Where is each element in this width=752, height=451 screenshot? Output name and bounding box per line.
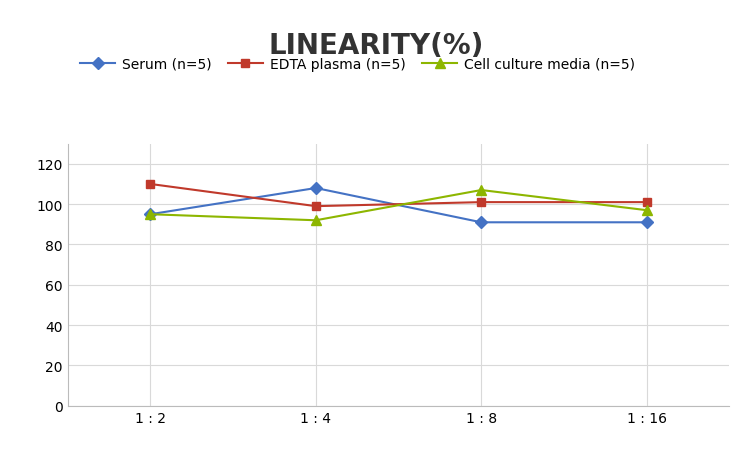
Serum (n=5) bbox=[311, 186, 320, 191]
EDTA plasma (n=5) bbox=[146, 182, 155, 187]
Cell culture media (n=5) bbox=[642, 208, 651, 213]
Serum (n=5) bbox=[642, 220, 651, 226]
EDTA plasma (n=5) bbox=[642, 200, 651, 205]
EDTA plasma (n=5) bbox=[477, 200, 486, 205]
Legend: Serum (n=5), EDTA plasma (n=5), Cell culture media (n=5): Serum (n=5), EDTA plasma (n=5), Cell cul… bbox=[74, 52, 641, 77]
Cell culture media (n=5) bbox=[477, 188, 486, 193]
Cell culture media (n=5) bbox=[146, 212, 155, 217]
Line: Cell culture media (n=5): Cell culture media (n=5) bbox=[146, 186, 651, 226]
Text: LINEARITY(%): LINEARITY(%) bbox=[268, 32, 484, 60]
Cell culture media (n=5) bbox=[311, 218, 320, 224]
Serum (n=5) bbox=[477, 220, 486, 226]
Line: Serum (n=5): Serum (n=5) bbox=[146, 184, 651, 227]
Serum (n=5) bbox=[146, 212, 155, 217]
EDTA plasma (n=5) bbox=[311, 204, 320, 209]
Line: EDTA plasma (n=5): EDTA plasma (n=5) bbox=[146, 180, 651, 211]
